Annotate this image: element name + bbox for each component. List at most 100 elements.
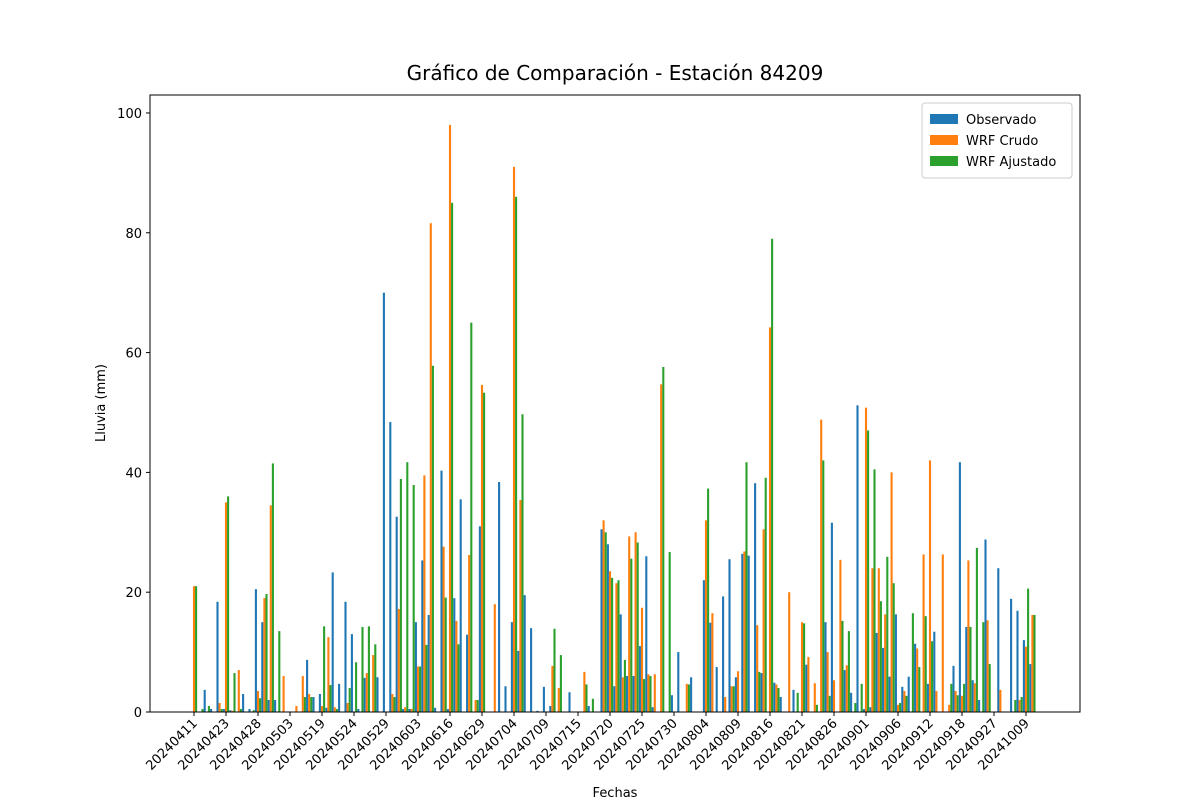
bar <box>365 673 368 712</box>
bar <box>233 673 236 712</box>
bar <box>715 667 718 712</box>
bar <box>419 666 422 712</box>
bar <box>963 683 966 712</box>
bar <box>677 652 680 712</box>
bar <box>792 689 795 712</box>
bar <box>310 697 313 712</box>
bar <box>261 622 264 712</box>
bar <box>632 676 635 712</box>
bar <box>269 505 272 712</box>
bar <box>969 626 972 712</box>
bar <box>557 688 560 712</box>
bar <box>1027 588 1030 712</box>
bar <box>647 674 650 712</box>
bar <box>1033 614 1036 712</box>
bar <box>775 684 778 712</box>
bar <box>788 592 791 712</box>
bar <box>747 555 750 712</box>
bar <box>670 695 673 712</box>
bar <box>924 616 927 712</box>
legend-swatch <box>930 135 958 145</box>
bar <box>617 580 620 712</box>
bar <box>201 709 204 712</box>
legend-swatch <box>930 156 958 166</box>
bar <box>756 625 759 712</box>
bar <box>950 683 953 712</box>
bar <box>216 601 219 712</box>
bar <box>779 697 782 712</box>
bar <box>626 676 629 712</box>
bar <box>958 462 961 712</box>
bar <box>466 634 469 712</box>
bar <box>504 686 507 712</box>
bar <box>847 631 850 712</box>
y-tick-label: 80 <box>125 227 142 242</box>
bar <box>453 598 456 712</box>
bar <box>630 558 633 712</box>
bar <box>754 483 757 712</box>
bar <box>1014 700 1017 712</box>
bar <box>1016 610 1019 712</box>
bar <box>711 613 714 712</box>
bar <box>758 671 761 712</box>
bar <box>832 680 836 712</box>
bar <box>741 553 744 712</box>
bar <box>583 671 586 712</box>
bar <box>1022 640 1025 712</box>
bar <box>800 622 804 712</box>
bar <box>896 704 900 712</box>
bar <box>521 414 524 712</box>
bar <box>615 583 618 712</box>
bar <box>660 384 663 712</box>
bar <box>434 707 437 712</box>
bar <box>252 710 255 712</box>
bar <box>218 703 221 712</box>
bar <box>645 556 648 712</box>
bar <box>301 676 304 712</box>
bar <box>376 677 379 712</box>
bar <box>999 689 1002 712</box>
bar <box>248 709 251 712</box>
bar <box>559 655 562 712</box>
bar <box>918 667 921 712</box>
bar <box>444 597 447 712</box>
bar <box>843 670 846 712</box>
bar <box>265 593 268 712</box>
y-tick-label: 0 <box>134 706 142 721</box>
bar <box>884 614 887 712</box>
bar <box>826 652 829 712</box>
bar <box>997 568 1000 712</box>
bar <box>1010 598 1013 712</box>
bar <box>922 554 925 712</box>
bar <box>530 628 533 712</box>
bar <box>474 700 477 712</box>
bar <box>807 656 810 712</box>
bar <box>442 546 445 712</box>
bar <box>722 596 725 712</box>
bar <box>709 622 712 712</box>
bar <box>956 695 959 712</box>
bar <box>1024 646 1028 712</box>
bar <box>333 707 336 712</box>
bar <box>274 700 277 712</box>
bar <box>892 583 895 712</box>
bar <box>468 555 471 712</box>
bar <box>222 709 225 712</box>
bar <box>361 626 364 712</box>
bar <box>410 709 413 712</box>
bar <box>668 552 671 712</box>
bar <box>839 559 842 712</box>
bar <box>483 392 486 712</box>
bar <box>638 646 641 712</box>
bar <box>988 664 991 712</box>
bar <box>320 706 324 712</box>
bar <box>796 692 799 712</box>
bar <box>899 703 902 712</box>
bar <box>254 589 257 712</box>
bar <box>457 644 460 712</box>
bar <box>591 698 594 712</box>
bar <box>960 695 964 712</box>
bar <box>476 700 479 712</box>
bar <box>542 686 545 712</box>
bar <box>423 475 426 712</box>
